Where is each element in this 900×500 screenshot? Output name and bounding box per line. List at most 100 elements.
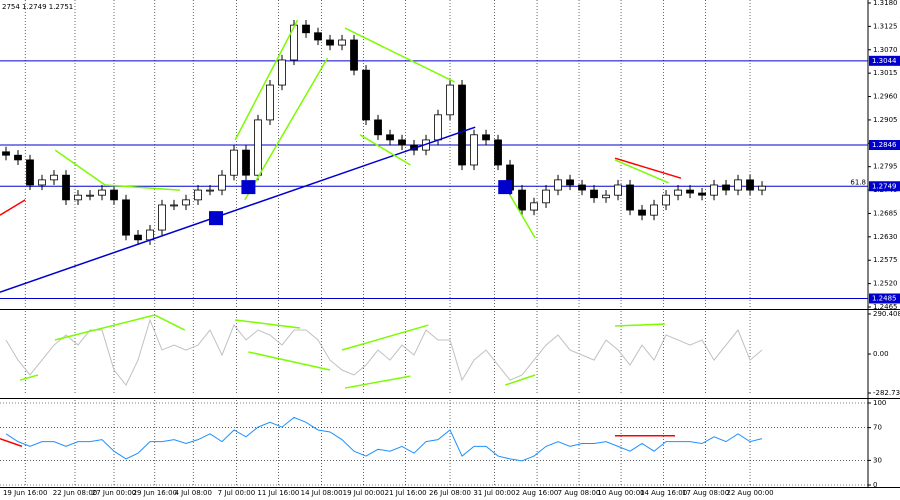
candle-body [746, 179, 754, 191]
candle-body [650, 204, 658, 216]
y-tick-label: 0 [873, 481, 877, 489]
overlay-line [614, 159, 669, 184]
candle-body [290, 24, 298, 61]
candle-body [170, 204, 178, 207]
level-label-box [869, 140, 900, 151]
x-tick-label: 7 Jul 00:00 [218, 489, 256, 497]
signal-square [209, 211, 224, 226]
candle-body [266, 84, 274, 121]
candle-body [302, 24, 310, 34]
overlay-line [0, 126, 476, 293]
candle-body [518, 189, 526, 211]
candle-body [758, 185, 766, 191]
y-tick-label: 1.2575 [873, 256, 898, 264]
y-tick-label: 1.3015 [873, 69, 898, 77]
candle-body [242, 149, 250, 176]
candle-body [554, 179, 562, 191]
candle-body [542, 189, 550, 204]
overlay-line [614, 157, 682, 179]
candle-body [674, 189, 682, 196]
overlay-line [54, 314, 155, 341]
x-tick-label: 26 Jul 08:00 [429, 489, 471, 497]
candle-body [218, 174, 226, 191]
header-text: 2754 1.2749 1.2751 [2, 3, 73, 11]
candle-body [74, 194, 82, 201]
candle-body [110, 189, 118, 201]
candle-body [482, 134, 490, 141]
overlay-line [0, 437, 23, 448]
x-tick-label: 7 Aug 08:00 [558, 489, 601, 497]
x-tick-label: 14 Aug 16:00 [640, 489, 687, 497]
candle-body [578, 184, 586, 191]
overlay-line [19, 374, 39, 381]
x-tick-label: 11 Jul 16:00 [257, 489, 299, 497]
y-tick-label: 1.3070 [873, 46, 898, 54]
signal-square [241, 180, 256, 195]
candle-body [434, 114, 442, 141]
y-tick-label: 1.2630 [873, 233, 898, 241]
candle-body [494, 139, 502, 166]
y-tick-label: 1.2465 [873, 303, 898, 311]
overlay-line [344, 375, 411, 389]
overlay-line [341, 324, 429, 351]
overlay-line [509, 194, 536, 239]
candle-body [98, 189, 106, 196]
candle-body [362, 69, 370, 121]
level-label-box [869, 55, 900, 66]
x-tick-label: 21 Jul 16:00 [385, 489, 427, 497]
candle-body [446, 84, 454, 116]
x-tick-label: 29 Jun 16:00 [133, 489, 177, 497]
overlay-line [244, 57, 329, 201]
x-tick-label: 4 Jul 08:00 [174, 489, 212, 497]
y-tick-label: 1.2520 [873, 280, 898, 288]
x-tick-label: 27 Jun 00:00 [92, 489, 136, 497]
y-tick-label: 1.2960 [873, 93, 898, 101]
candle-body [638, 209, 646, 216]
candle-body [206, 189, 214, 192]
candle-body [338, 39, 346, 46]
y-tick-label: 0.00 [873, 350, 889, 358]
level-annotation: 61.8 [850, 178, 866, 186]
candle-body [590, 189, 598, 199]
candle-body [254, 119, 262, 176]
candle-body [698, 192, 706, 196]
candle-body [314, 32, 322, 41]
candle-body [62, 174, 70, 201]
candle-body [386, 134, 394, 141]
candle-body [710, 184, 718, 196]
y-tick-label: 70 [873, 424, 882, 432]
level-label: 1.2846 [872, 141, 897, 149]
indicator-line [5, 318, 763, 386]
y-tick-label: 1.2795 [873, 163, 898, 171]
candle-body [734, 179, 742, 191]
y-tick-label: 1.3180 [873, 0, 898, 7]
y-tick-label: 100 [873, 399, 886, 407]
y-tick-label: -282.738 [873, 389, 900, 397]
overlay-line [614, 323, 665, 327]
candle-body [182, 199, 190, 206]
x-tick-label: 22 Jun 08:00 [53, 489, 97, 497]
candle-body [626, 184, 634, 211]
candle-body [50, 174, 58, 181]
level-label-box [869, 293, 900, 304]
candle-body [14, 154, 22, 161]
overlay-line [0, 199, 26, 216]
candle-body [566, 179, 574, 186]
x-tick-label: 22 Aug 00:00 [726, 489, 773, 497]
candle-body [278, 59, 286, 86]
y-tick-label: 30 [873, 456, 882, 464]
candle-body [722, 184, 730, 191]
y-tick-label: 1.3125 [873, 22, 898, 30]
overlay-line [235, 319, 301, 329]
candle-body [122, 199, 130, 236]
candle-body [530, 202, 538, 211]
y-tick-label: 1.2905 [873, 116, 898, 124]
candle-body [230, 149, 238, 176]
x-tick-label: 2 Aug 16:00 [516, 489, 559, 497]
candle-body [374, 119, 382, 136]
indicator-line [5, 416, 763, 462]
overlay-line [54, 149, 106, 186]
x-tick-label: 19 Jul 00:00 [343, 489, 385, 497]
candle-body [602, 194, 610, 199]
